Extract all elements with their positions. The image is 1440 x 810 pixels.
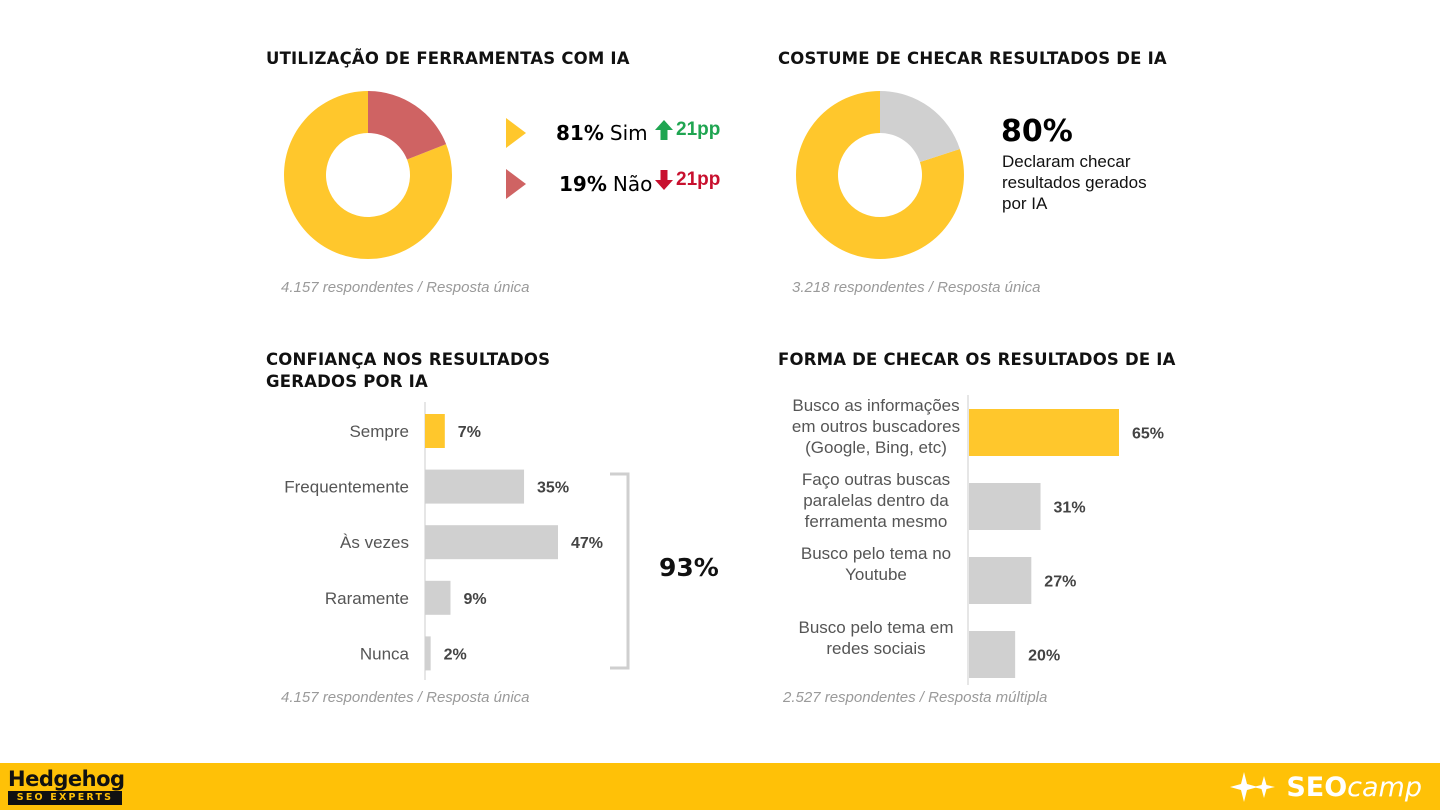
- bracket: [610, 472, 630, 670]
- value-label: 65%: [1132, 426, 1164, 443]
- triangle-icon: [506, 169, 526, 199]
- panel2-big-pct: 80%: [1001, 114, 1073, 149]
- bar-3: [425, 580, 451, 615]
- legend-item-sim: 81% Sim: [506, 118, 648, 148]
- value-label: 9%: [463, 591, 486, 608]
- legend-item-nao: 19% Não: [506, 169, 652, 199]
- arrow-down-icon: [655, 170, 673, 190]
- legend-pct-sim: 81%: [556, 121, 604, 145]
- donut-slice-nao: [368, 91, 447, 160]
- value-label: 2%: [444, 646, 467, 663]
- panel4-title: FORMA DE CHECAR OS RESULTADOS DE IA: [778, 350, 1176, 369]
- hedgehog-logo: Hedgehog SEO EXPERTS: [8, 767, 125, 805]
- bar-1: [425, 469, 525, 504]
- panel3-footnote: 4.157 respondentes / Resposta única: [281, 689, 530, 706]
- legend-label-sim: Sim: [609, 121, 648, 145]
- panel2-footnote: 3.218 respondentes / Resposta única: [792, 279, 1041, 296]
- footer-bar: Hedgehog SEO EXPERTS SEO camp: [0, 763, 1440, 810]
- delta-up-value: 21pp: [676, 119, 721, 140]
- value-label: 35%: [537, 480, 569, 497]
- legend-label-nao: Não: [612, 172, 653, 196]
- total-label: 93%: [659, 553, 719, 582]
- panel4-footnote: 2.527 respondentes / Resposta múltipla: [783, 689, 1048, 706]
- bar-2: [969, 557, 1032, 604]
- bar-0: [969, 409, 1119, 456]
- category-label: Busco pelo tema no Youtube: [801, 544, 951, 584]
- seocamp-logo-italic: camp: [1347, 771, 1422, 803]
- value-label: 20%: [1028, 648, 1060, 665]
- delta-up: 21pp: [655, 119, 720, 141]
- category-label: Raramente: [325, 589, 409, 608]
- legend-pct-nao: 19%: [559, 172, 607, 196]
- category-label: Sempre: [349, 422, 409, 441]
- category-label: Faço outras buscas paralelas dentro da fer…: [802, 470, 950, 531]
- value-label: 27%: [1044, 574, 1076, 591]
- bar-3: [969, 631, 1016, 678]
- bar-chart-confidence: Sempre 7% Frequentemente 35% Às vezes 47% Rara…: [284, 402, 719, 680]
- category-label: Às vezes: [340, 533, 409, 552]
- delta-down: 21pp: [655, 169, 720, 191]
- arrow-up-icon: [655, 120, 673, 140]
- donut-chart-checking: [796, 91, 964, 259]
- panel3-title: CONFIANÇA NOS RESULTADOS GERADOS POR IA: [266, 350, 551, 391]
- bar-2: [425, 525, 558, 560]
- category-label: Nunca: [360, 644, 410, 663]
- donut-slice-nao-checam: [880, 91, 960, 163]
- panel2-title: COSTUME DE CHECAR RESULTADOS DE IA: [778, 49, 1167, 68]
- category-label: Frequentemente: [284, 478, 409, 497]
- panel1-title: UTILIZAÇÃO DE FERRAMENTAS COM IA: [266, 49, 630, 68]
- hedgehog-logo-name: Hedgehog: [8, 767, 125, 791]
- seocamp-logo: SEO camp: [1228, 767, 1422, 807]
- bar-1: [969, 483, 1041, 530]
- bar-0: [425, 414, 445, 448]
- panel2-description: Declaram checar resultados gerados por I…: [1002, 152, 1147, 213]
- seocamp-logo-bold: SEO: [1286, 771, 1348, 803]
- panel1-footnote: 4.157 respondentes / Resposta única: [281, 279, 530, 296]
- value-label: 31%: [1054, 500, 1086, 517]
- bar-chart-check-method: Busco as informações em outros buscadores…: [792, 395, 1164, 685]
- category-label: Busco as informações em outros buscadores…: [792, 396, 960, 457]
- value-label: 7%: [458, 424, 481, 441]
- bar-4: [425, 636, 431, 671]
- triangle-icon: [506, 118, 526, 148]
- delta-down-value: 21pp: [676, 169, 721, 190]
- value-label: 47%: [571, 535, 603, 552]
- donut-slice-sim: [284, 91, 452, 259]
- category-label: Busco pelo tema em redes sociais: [799, 618, 954, 658]
- sparkle-icon: [1230, 772, 1276, 802]
- donut-slice-checam: [796, 91, 964, 259]
- hedgehog-logo-sub: SEO EXPERTS: [8, 791, 122, 805]
- donut-chart-ai-usage: [284, 91, 452, 259]
